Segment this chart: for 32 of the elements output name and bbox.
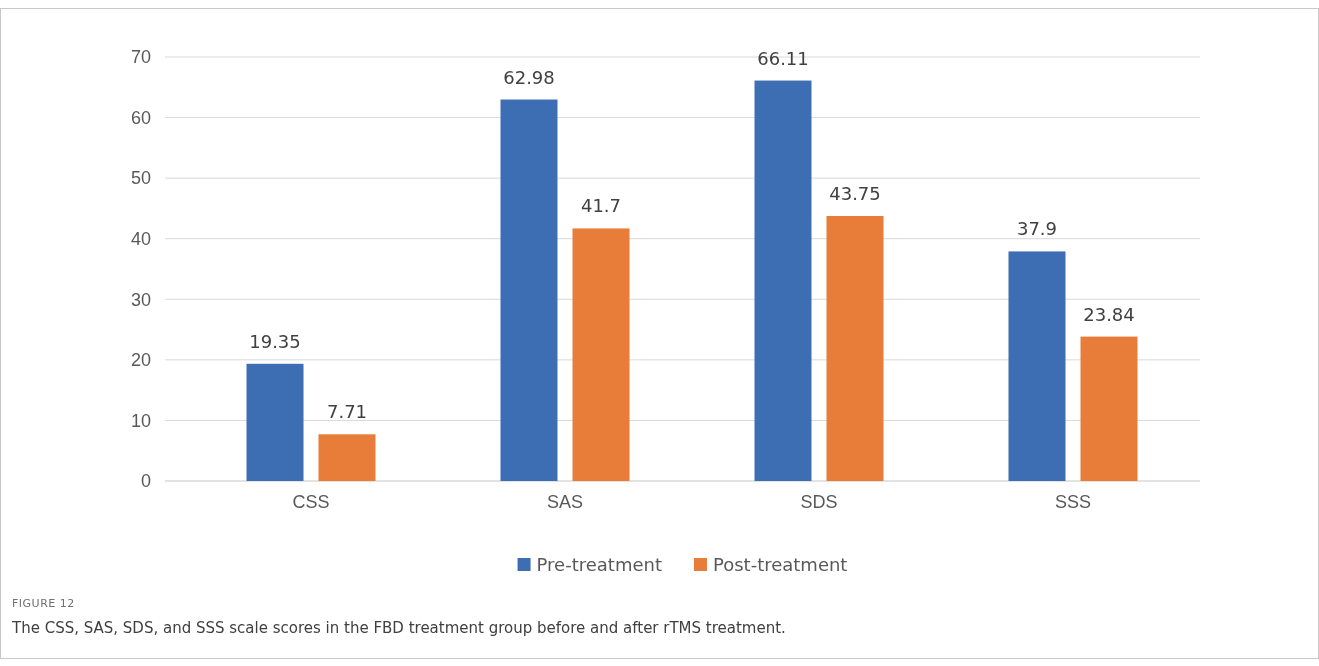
data-label: 66.11 xyxy=(757,47,809,69)
y-tick-label: 50 xyxy=(130,168,151,189)
text: The CSS, SAS, SDS, and SSS scale scores in the FBD treatment group before and after rTMS treatment. xyxy=(11,619,786,637)
x-tick-label: CSS xyxy=(292,491,330,512)
y-tick-label: 10 xyxy=(130,410,151,431)
data-label: 41.7 xyxy=(580,195,622,217)
data-label: 62.98 xyxy=(503,66,555,88)
data-label: 7.71 xyxy=(326,401,368,423)
bar xyxy=(826,216,884,481)
data-label: 43.75 xyxy=(829,183,881,204)
legend-label: Post-treatment xyxy=(712,554,848,575)
data-label: 19.35 xyxy=(249,330,301,352)
x-tick-label: SDS xyxy=(800,491,838,512)
data-label: 23.84 xyxy=(1083,303,1135,325)
legend-label: Pre-treatment xyxy=(536,554,662,575)
bar xyxy=(572,228,630,481)
y-tick-label: 30 xyxy=(130,289,151,310)
bar xyxy=(1008,251,1066,481)
x-tick-label: SSS xyxy=(1054,491,1092,512)
y-tick-label: 70 xyxy=(130,47,151,68)
y-tick-label: 60 xyxy=(130,107,151,128)
bar xyxy=(318,434,376,481)
bar xyxy=(246,363,304,481)
y-tick-label: 0 xyxy=(140,471,151,492)
bar xyxy=(1080,336,1138,481)
bar xyxy=(500,99,558,481)
data-label: 37.9 xyxy=(1016,218,1058,240)
y-tick-label: 20 xyxy=(130,350,151,371)
caption: FIGURE 12 xyxy=(12,597,75,610)
bar xyxy=(754,80,812,481)
x-tick-label: SAS xyxy=(546,491,584,512)
y-tick-label: 40 xyxy=(130,228,151,249)
